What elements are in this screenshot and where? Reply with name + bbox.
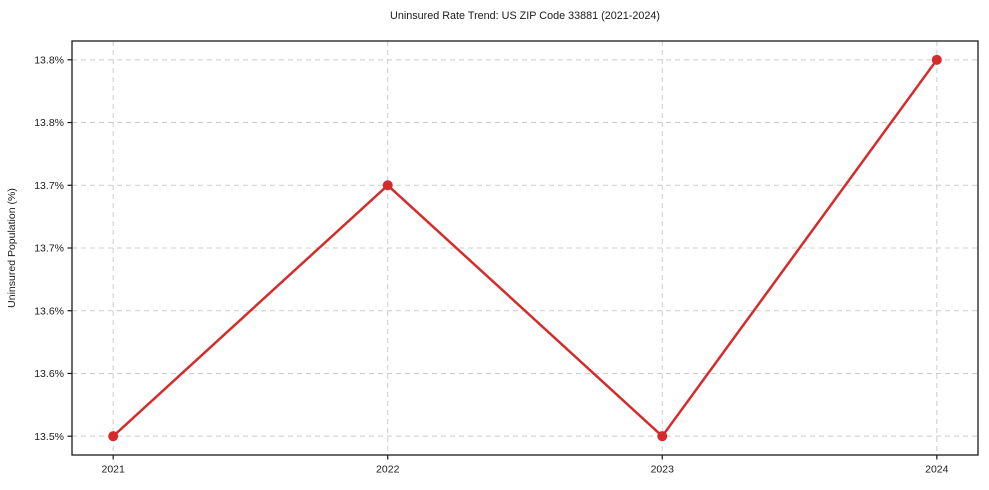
x-tick-label: 2022: [376, 464, 400, 476]
data-point: [382, 180, 393, 191]
data-point: [657, 431, 668, 442]
data-point: [108, 431, 119, 442]
y-tick-label: 13.8%: [34, 55, 64, 67]
y-tick-label: 13.6%: [34, 368, 64, 380]
y-tick-label: 13.6%: [34, 305, 64, 317]
data-point: [931, 54, 942, 65]
y-tick-label: 13.7%: [34, 243, 64, 255]
series-line: [111, 58, 939, 438]
y-axis-label: Uninsured Population (%): [6, 188, 18, 308]
y-tick-label: 13.8%: [34, 117, 64, 129]
chart-title: Uninsured Rate Trend: US ZIP Code 33881 …: [390, 10, 660, 22]
y-tick-label: 13.5%: [34, 431, 64, 443]
x-tick-label: 2021: [102, 464, 126, 476]
x-tick-label: 2023: [651, 464, 675, 476]
gridlines: [72, 41, 978, 455]
y-tick-label: 13.7%: [34, 180, 64, 192]
x-tick-label: 2024: [925, 464, 949, 476]
data-series: [108, 54, 942, 442]
axis-tick-marks: [67, 59, 938, 460]
axis-tick-labels: 2021 2022 2023 2024 13.5% 13.6% 13.6% 13.7% 13.7…: [34, 55, 948, 476]
